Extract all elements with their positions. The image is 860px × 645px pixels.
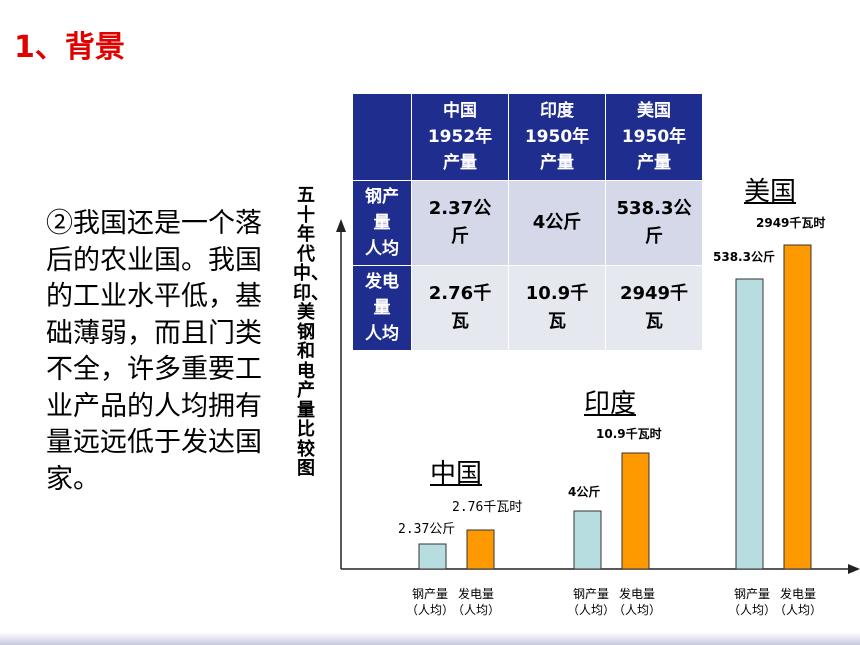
category-label-usa: 美国 xyxy=(744,177,797,207)
x-tick-label-china-steel: 钢产量 （人均） xyxy=(406,587,455,617)
table-header-usa: 美国 1950年 产量 xyxy=(605,93,703,181)
bar-usa-power xyxy=(783,244,812,570)
bar-usa-steel xyxy=(735,278,764,570)
cell-usa-steel: 538.3公斤 xyxy=(605,180,703,266)
table-header-india: 印度 1950年 产量 xyxy=(508,93,606,181)
bar-china-power xyxy=(466,529,495,570)
comparison-table: 中国 1952年 产量 印度 1950年 产量 美国 1950年 产量 钢产量人均 2.37… xyxy=(352,93,703,351)
x-tick-label-india-steel: 钢产量 （人均） xyxy=(567,587,616,617)
x-tick-label-india-power: 发电量 （人均） xyxy=(613,587,662,617)
x-tick-label-usa-steel: 钢产量 （人均） xyxy=(728,587,777,617)
category-label-china: 中国 xyxy=(430,459,483,489)
bar-india-power xyxy=(621,452,650,570)
table-row: 发电量人均 2.76千瓦 10.9千瓦 2949千瓦 xyxy=(352,265,703,351)
table-header-china: 中国 1952年 产量 xyxy=(411,93,509,181)
cell-china-power: 2.76千瓦 xyxy=(411,265,509,351)
cell-china-steel: 2.37公斤 xyxy=(411,180,509,266)
chart-bars xyxy=(418,244,812,570)
x-tick-label-china-power: 发电量 （人均） xyxy=(452,587,501,617)
slide-footer-bar xyxy=(0,632,860,645)
bar-china-steel xyxy=(418,543,447,570)
value-label-india-power: 10.9千瓦时 xyxy=(596,427,662,441)
row-header-power: 发电量人均 xyxy=(352,265,412,351)
value-label-india-steel: 4公斤 xyxy=(568,485,601,499)
x-axis-arrow xyxy=(848,564,860,574)
cell-usa-power: 2949千瓦 xyxy=(605,265,703,351)
value-label-usa-steel: 538.3公斤 xyxy=(713,250,775,264)
chart-vertical-title: 五十年代中、印、美钢和电产量比较图 xyxy=(293,185,329,479)
background-paragraph: ②我国还是一个落后的农业国。我国的工业水平低，基础薄弱，而且门类不全，许多重要工… xyxy=(46,208,262,495)
y-axis-arrow xyxy=(336,219,346,232)
value-label-china-power: 2.76千瓦时 xyxy=(452,500,523,515)
row-header-steel: 钢产量人均 xyxy=(352,180,412,266)
slide-title: 1、背景 xyxy=(14,30,125,65)
table-header-row: 中国 1952年 产量 印度 1950年 产量 美国 1950年 产量 xyxy=(352,93,703,181)
cell-india-power: 10.9千瓦 xyxy=(508,265,606,351)
value-label-usa-power: 2949千瓦时 xyxy=(756,216,826,230)
x-tick-label-usa-power: 发电量 （人均） xyxy=(774,587,823,617)
value-label-china-steel: 2.37公斤 xyxy=(398,522,456,537)
bar-india-steel xyxy=(573,510,602,570)
table-corner-cell xyxy=(352,93,412,181)
category-label-india: 印度 xyxy=(584,389,637,419)
